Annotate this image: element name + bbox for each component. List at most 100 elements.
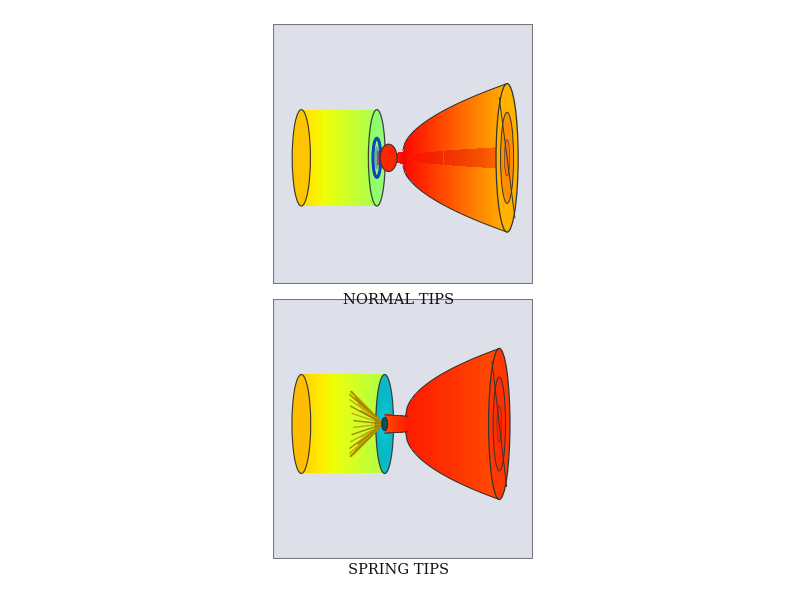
Bar [363, 375, 365, 474]
Bar [426, 121, 427, 194]
Ellipse shape [292, 110, 310, 206]
Bar [467, 99, 468, 217]
Bar [429, 119, 430, 197]
Bar [446, 109, 448, 207]
Bar [473, 149, 476, 167]
Bar [500, 147, 502, 169]
Ellipse shape [497, 406, 502, 442]
Bar [469, 98, 470, 218]
Bar [412, 133, 413, 184]
Bar [329, 375, 331, 474]
Bar [409, 136, 410, 179]
Bar [307, 375, 309, 474]
Bar [423, 123, 424, 192]
Bar [305, 110, 306, 206]
Bar [487, 91, 488, 225]
Bar [405, 141, 406, 174]
Bar [376, 375, 378, 474]
Bar [446, 150, 447, 165]
Bar [410, 155, 412, 161]
Bar [461, 149, 463, 166]
Bar [326, 110, 327, 206]
Bar [378, 375, 379, 474]
Bar [499, 86, 500, 230]
Bar [466, 149, 468, 166]
Ellipse shape [378, 385, 391, 463]
Bar [316, 110, 317, 206]
Bar [342, 110, 344, 206]
Bar [423, 153, 424, 163]
Bar [357, 110, 358, 206]
Bar [494, 88, 495, 227]
Bar [498, 147, 500, 169]
Bar [410, 136, 411, 181]
Bar [345, 110, 346, 206]
Bar [363, 110, 364, 206]
Bar [314, 110, 316, 206]
Bar [337, 375, 338, 474]
Bar [461, 101, 462, 214]
Bar [416, 129, 417, 186]
Bar [493, 88, 494, 227]
Bar [341, 110, 342, 206]
Bar [327, 110, 328, 206]
Ellipse shape [376, 375, 393, 474]
Bar [332, 375, 333, 474]
Bar [457, 150, 459, 166]
Bar [413, 131, 414, 184]
Bar [318, 375, 319, 474]
Bar [473, 96, 474, 219]
Bar [449, 108, 450, 208]
Bar [416, 154, 417, 162]
Bar [338, 375, 339, 474]
Bar [479, 94, 480, 222]
Bar [353, 110, 354, 206]
Bar [316, 375, 317, 474]
Bar [438, 113, 440, 202]
Bar [497, 87, 498, 229]
Bar [486, 148, 487, 168]
Bar [360, 110, 362, 206]
Bar [452, 106, 453, 210]
Bar [301, 110, 303, 206]
Bar [420, 153, 423, 163]
Bar [369, 375, 370, 474]
Bar [358, 110, 359, 206]
Bar [367, 110, 368, 206]
Bar [419, 126, 420, 189]
Ellipse shape [493, 377, 506, 471]
Bar [471, 97, 472, 218]
Bar [326, 375, 328, 474]
Bar [413, 154, 416, 162]
Bar [368, 110, 369, 206]
Bar [468, 149, 470, 167]
Bar [333, 375, 334, 474]
Bar [319, 375, 320, 474]
Bar [445, 110, 446, 206]
Bar [437, 114, 438, 201]
Bar [342, 375, 344, 474]
Bar [449, 150, 450, 165]
Bar [450, 107, 451, 208]
Bar [336, 110, 337, 206]
Bar [360, 375, 362, 474]
Bar [373, 110, 374, 206]
Bar [472, 97, 473, 219]
Bar [323, 110, 324, 206]
Bar [422, 124, 423, 192]
Bar [438, 151, 440, 165]
Bar [339, 375, 340, 474]
Bar [448, 108, 449, 207]
Bar [366, 110, 367, 206]
Bar [323, 375, 325, 474]
Bar [477, 149, 479, 168]
Text: SPRING TIPS: SPRING TIPS [348, 562, 450, 577]
Bar [331, 110, 332, 206]
Bar [450, 150, 453, 165]
Ellipse shape [378, 419, 391, 430]
Bar [503, 147, 506, 169]
Bar [324, 110, 325, 206]
Bar [367, 375, 368, 474]
Bar [354, 375, 356, 474]
Bar [372, 375, 373, 474]
